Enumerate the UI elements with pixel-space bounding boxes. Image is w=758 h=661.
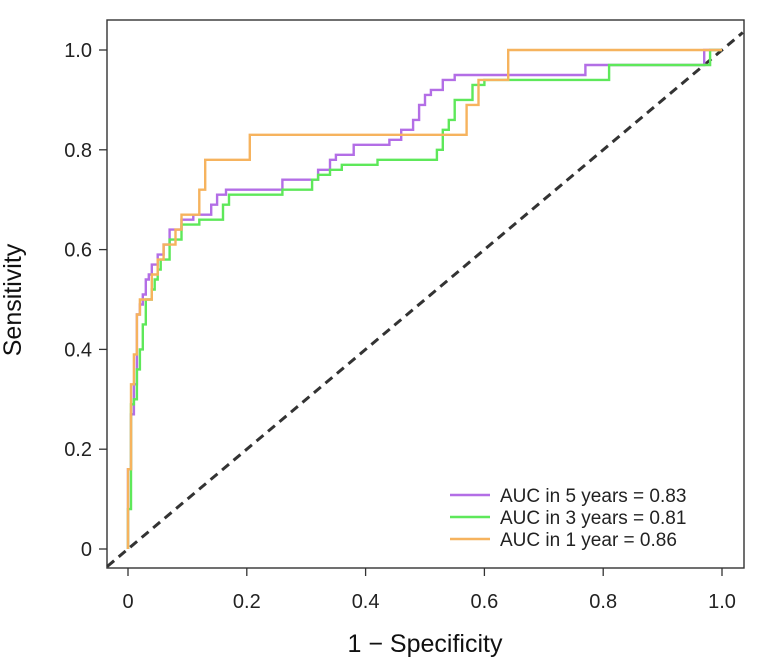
- x-tick-label: 0.2: [233, 591, 261, 613]
- y-axis-ticks: 0 0.2 0.4 0.6 0.8 1.0: [64, 40, 107, 561]
- legend-label-0: AUC in 5 years = 0.83: [500, 486, 686, 507]
- roc-series: [126, 48, 722, 549]
- y-tick-label: 1.0: [64, 40, 92, 62]
- x-tick-label: 0: [122, 591, 133, 613]
- y-tick-label: 0.4: [64, 339, 92, 361]
- x-tick-label: 0.6: [470, 591, 498, 613]
- x-axis-ticks: 0 0.2 0.4 0.6 0.8 1.0: [122, 568, 736, 613]
- x-tick-label: 0.4: [352, 591, 380, 613]
- legend-label-1: AUC in 3 years = 0.81: [500, 508, 686, 529]
- plot-frame: [106, 19, 745, 569]
- roc-series-line-2: [126, 48, 722, 549]
- y-tick-label: 0: [81, 539, 92, 561]
- roc-series-line-0: [126, 48, 722, 549]
- roc-series-line-1: [126, 48, 722, 549]
- x-tick-label: 0.8: [589, 591, 617, 613]
- y-tick-label: 0.2: [64, 439, 92, 461]
- legend-label-2: AUC in 1 year = 0.86: [500, 530, 677, 551]
- x-axis-label: 1 − Specificity: [348, 630, 503, 658]
- reference-diagonal-line: [106, 31, 744, 568]
- y-tick-label: 0.8: [64, 140, 92, 162]
- y-axis-label: Sensitivity: [0, 243, 27, 356]
- x-tick-label: 1.0: [708, 591, 736, 613]
- y-tick-label: 0.6: [64, 240, 92, 262]
